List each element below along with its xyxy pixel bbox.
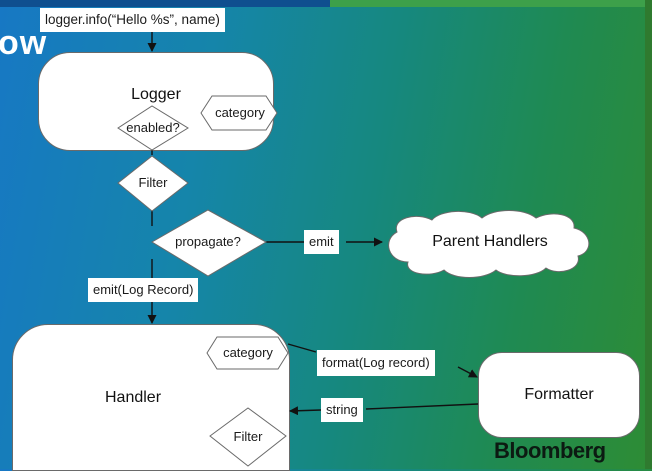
arrow-formatter-to-string — [365, 403, 479, 410]
emit-record-edge-label: emit(Log Record) — [88, 278, 199, 302]
emit-edge-label: emit — [304, 230, 339, 254]
propagate-label: propagate? — [175, 234, 241, 249]
slide-title: ow — [0, 24, 48, 62]
formatter-node: Formatter — [478, 352, 640, 438]
logger-category-shape — [200, 95, 278, 131]
logger-enabled-shape — [117, 105, 189, 151]
handler-category-shape — [206, 336, 289, 370]
handler-label: Handler — [105, 389, 162, 406]
handler-filter-shape — [209, 407, 287, 467]
slide-top-accent — [330, 0, 652, 7]
handler-filter-label: Filter — [233, 429, 263, 444]
string-edge-label: string — [321, 398, 363, 422]
filter-label: Filter — [138, 175, 168, 190]
formatter-label: Formatter — [524, 386, 594, 403]
slide-top-bar — [0, 0, 652, 7]
parent-handlers-cloud — [388, 210, 590, 278]
logger-category-label: category — [215, 105, 265, 120]
parent-handlers-label: Parent Handlers — [432, 233, 548, 250]
format-edge-label: format(Log record) — [317, 350, 435, 376]
arrow-handler-to-formatter — [287, 343, 317, 353]
propagate-shape — [151, 209, 268, 277]
arrow-string-to-handler — [289, 406, 322, 416]
handler-category-label: category — [223, 345, 273, 360]
logger-call-label: logger.info(“Hello %s”, name) — [40, 8, 225, 32]
arrow-format-to-formatter — [457, 366, 478, 378]
filter-shape — [117, 155, 189, 212]
logger-label: Logger — [131, 86, 181, 103]
bloomberg-logo-text: Bloomberg — [494, 438, 606, 463]
logger-enabled-label: enabled? — [126, 120, 180, 135]
slide-right-edge — [645, 0, 652, 469]
